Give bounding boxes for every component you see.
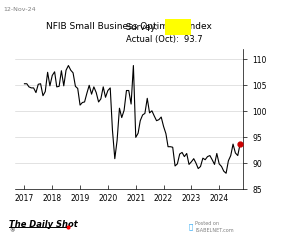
Text: ISABELNET.com: ISABELNET.com (195, 228, 234, 233)
Text: Posted on: Posted on (195, 221, 219, 226)
Text: 92.0: 92.0 (167, 22, 189, 31)
Text: The Daily Shot: The Daily Shot (9, 220, 78, 229)
Text: Survey:: Survey: (126, 23, 163, 32)
Text: 🐦: 🐦 (189, 224, 193, 230)
Text: 12-Nov-24: 12-Nov-24 (3, 7, 36, 12)
Title: NFIB Small Business Optimism Index: NFIB Small Business Optimism Index (46, 22, 212, 31)
Text: ®: ® (10, 228, 15, 233)
Text: Actual (Oct):  93.7: Actual (Oct): 93.7 (126, 35, 202, 44)
